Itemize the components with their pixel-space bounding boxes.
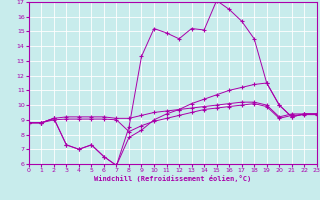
X-axis label: Windchill (Refroidissement éolien,°C): Windchill (Refroidissement éolien,°C) — [94, 175, 252, 182]
